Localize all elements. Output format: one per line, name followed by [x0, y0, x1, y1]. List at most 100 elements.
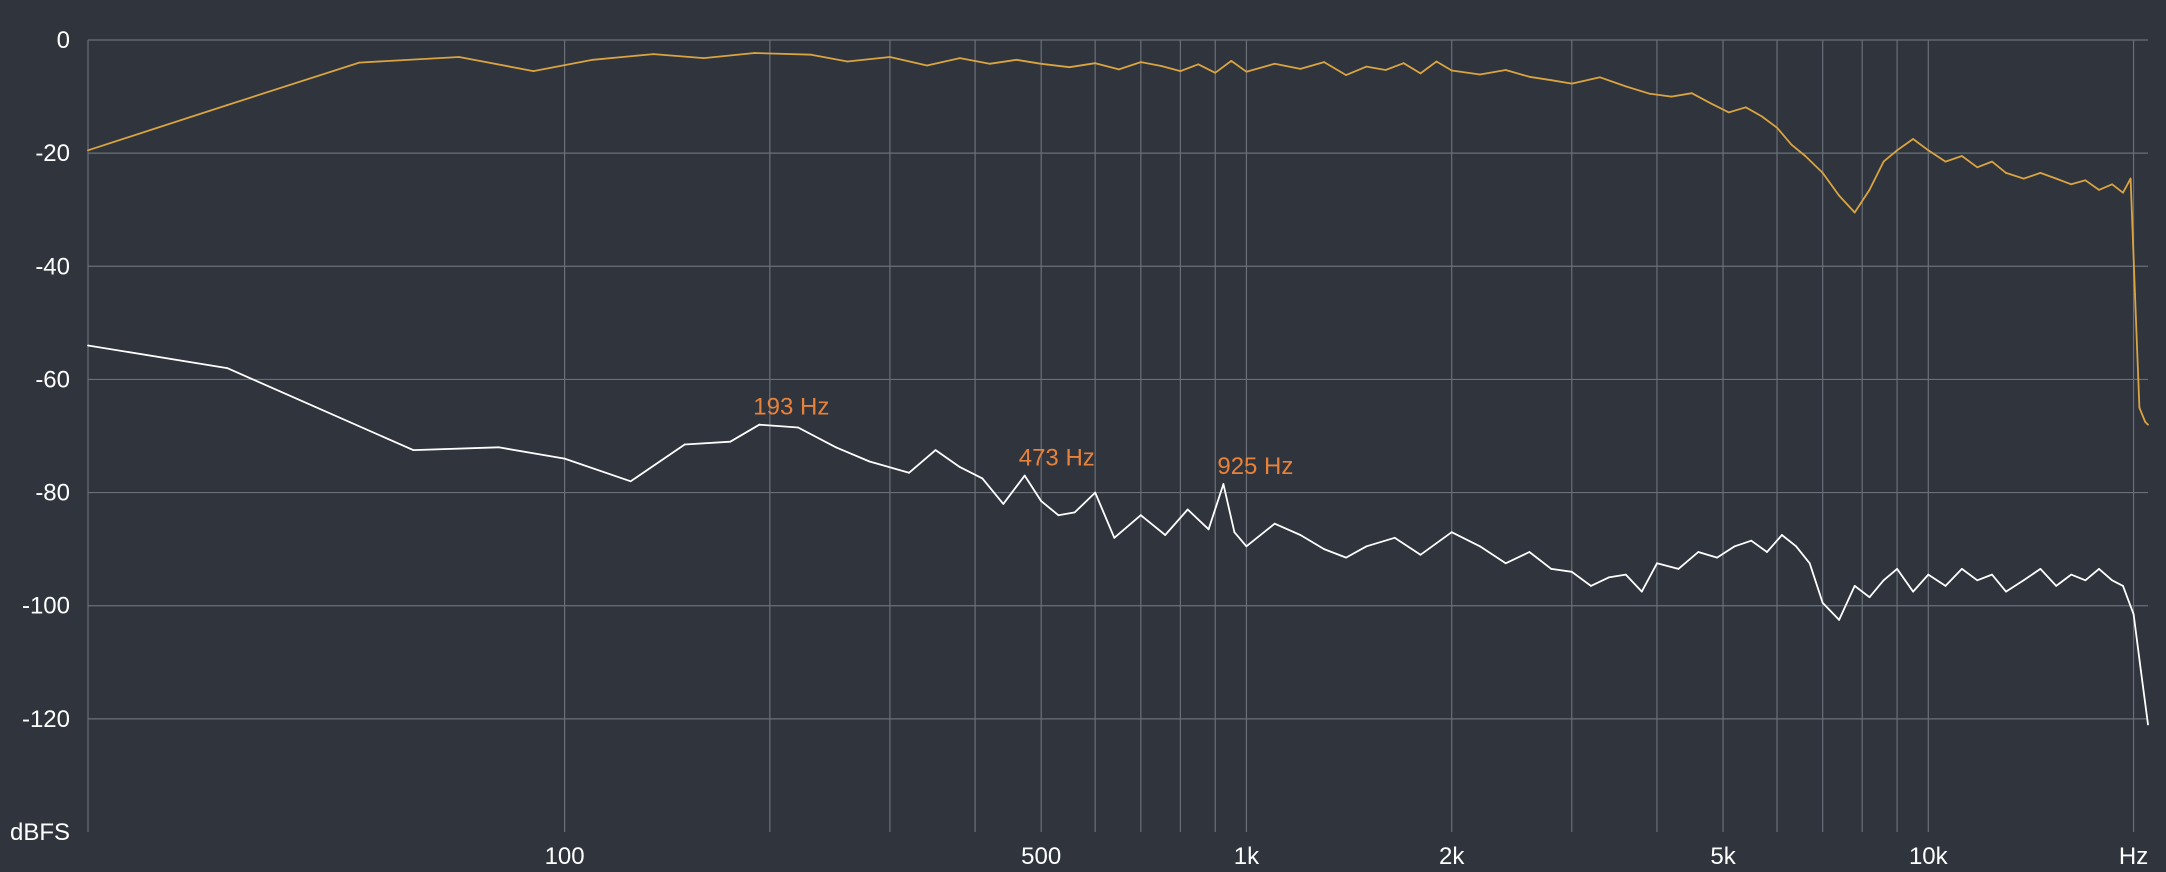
series-2-point — [1882, 579, 1885, 582]
series-2-point — [1624, 573, 1627, 576]
series-1-point — [1670, 95, 1673, 98]
series-1-point — [2055, 177, 2058, 180]
series-1-point — [2098, 189, 2100, 191]
series-1-point — [846, 60, 849, 63]
series-2-point — [1589, 585, 1592, 587]
series-1-point — [1599, 76, 1601, 79]
y-axis-label: dBFS — [10, 819, 70, 846]
series-2-point — [981, 477, 984, 480]
series-2-point — [1912, 590, 1915, 593]
series-1-point — [988, 62, 991, 65]
series-1-point — [1624, 85, 1627, 88]
series-2-point — [1273, 522, 1276, 525]
series-line-1 — [87, 52, 2149, 426]
series-2-point — [1808, 562, 1811, 565]
series-2-point — [1393, 536, 1396, 539]
series-2-point — [1113, 536, 1116, 539]
series-1-point — [2084, 179, 2087, 182]
series-2-point — [1656, 562, 1658, 565]
series-2-point — [934, 449, 937, 452]
series-2-point — [959, 466, 961, 469]
series-2-point — [1927, 573, 1930, 576]
series-2-point — [1766, 551, 1768, 553]
series-2-point — [1002, 502, 1005, 505]
series-1-point — [1273, 62, 1276, 65]
series-1-point — [1015, 58, 1018, 61]
x-tick-label: 2k — [1439, 843, 1465, 870]
series-2-point — [1640, 590, 1643, 593]
series-1-point — [2147, 423, 2149, 426]
series-1-point — [591, 58, 594, 61]
series-1-point — [1853, 211, 1856, 214]
series-2-point — [1960, 568, 1963, 570]
x-gridlines — [87, 40, 2135, 832]
series-2-point — [1299, 534, 1302, 536]
series-1-point — [1690, 92, 1693, 95]
series-1-point — [1384, 69, 1387, 71]
series-1-point — [2134, 293, 2136, 296]
y-tick-label: -100 — [22, 593, 70, 620]
y-axis-tick-labels: 0 -20 -40 -60 -80 -100 -120 — [22, 27, 70, 733]
y-tick-label: 0 — [57, 27, 70, 54]
series-1-point — [702, 57, 705, 60]
series-2-point — [1944, 585, 1947, 587]
x-tick-label: 10k — [1909, 843, 1949, 870]
series-2-point — [563, 457, 566, 460]
series-1-point — [1179, 70, 1182, 73]
series-1-point — [2122, 191, 2124, 194]
series-2-point — [1207, 528, 1210, 531]
series-1-point — [1323, 61, 1326, 63]
x-tick-label: 500 — [1021, 843, 1061, 870]
series-1-point — [1912, 138, 1915, 140]
series-2-point — [908, 471, 910, 474]
series-1-point — [1402, 62, 1405, 65]
series-1-point — [2144, 420, 2147, 423]
series-2-point — [2122, 585, 2124, 587]
x-tick-label: Hz — [2119, 843, 2148, 870]
series-1-point — [753, 52, 756, 54]
series-2-point — [1991, 573, 1993, 576]
series-1-point — [1504, 69, 1507, 71]
series-2-point — [1073, 511, 1076, 514]
series-1-point — [1868, 189, 1871, 191]
series-1-point — [458, 56, 460, 58]
series-2-point — [2139, 669, 2142, 672]
series-2-point — [2039, 568, 2042, 570]
series-2-point — [2132, 613, 2135, 616]
series-2-point — [729, 440, 732, 443]
series-1-point — [1214, 71, 1217, 74]
x-tick-label: 100 — [545, 843, 585, 870]
series-2-point — [2005, 590, 2007, 593]
series-1-point — [1365, 65, 1368, 68]
series-1-point — [1479, 73, 1481, 76]
series-2-point — [1607, 576, 1610, 579]
series-1-point — [1790, 143, 1793, 146]
series-2-point — [1186, 508, 1189, 511]
series-2-point — [2070, 573, 2073, 576]
series-1-point — [652, 53, 655, 56]
series-1-point — [1882, 160, 1885, 163]
series-1-point — [1760, 115, 1763, 118]
series-2-point — [1896, 568, 1898, 570]
series-2-point — [1976, 579, 1979, 582]
x-tick-label: 5k — [1710, 843, 1736, 870]
series-1-point — [226, 104, 229, 106]
series-1-point — [1139, 61, 1142, 63]
series-1-point — [1776, 126, 1778, 129]
series-2-point — [835, 446, 837, 449]
series-1-point — [1245, 70, 1248, 73]
series-1-point — [1710, 102, 1712, 105]
series-1-point — [1419, 72, 1422, 75]
series-2-point — [1479, 545, 1481, 548]
series-2-point — [683, 443, 686, 446]
series-2-point — [1868, 596, 1871, 599]
y-gridlines — [88, 39, 2148, 720]
series-1-point — [358, 61, 361, 64]
series-1-point — [1117, 68, 1120, 71]
x-axis-tick-labels: 100 500 1k 2k 5k 10k Hz — [545, 843, 2149, 870]
series-1-point — [2039, 172, 2042, 174]
series-2-point — [1733, 545, 1736, 548]
series-2-point — [1697, 551, 1700, 553]
series-1-point — [889, 56, 891, 58]
y-tick-label: -40 — [35, 253, 70, 280]
